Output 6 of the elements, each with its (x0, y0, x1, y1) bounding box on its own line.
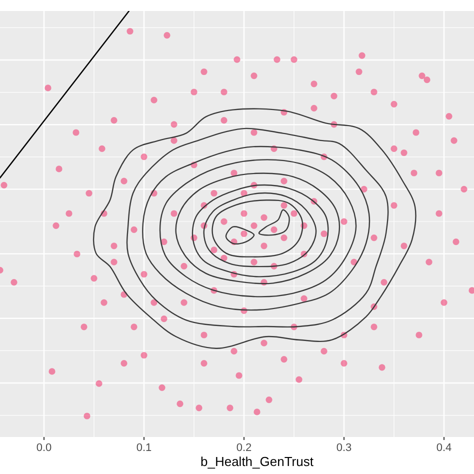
x-tick-label: 0.1 (136, 442, 152, 454)
x-tick-label: 0.4 (436, 442, 452, 454)
x-axis-title: b_Health_GenTrust (200, 454, 314, 469)
x-tick-label: 0.3 (336, 442, 352, 454)
x-tick-label: 0.2 (236, 442, 252, 454)
x-tick-label: 0.0 (36, 442, 52, 454)
